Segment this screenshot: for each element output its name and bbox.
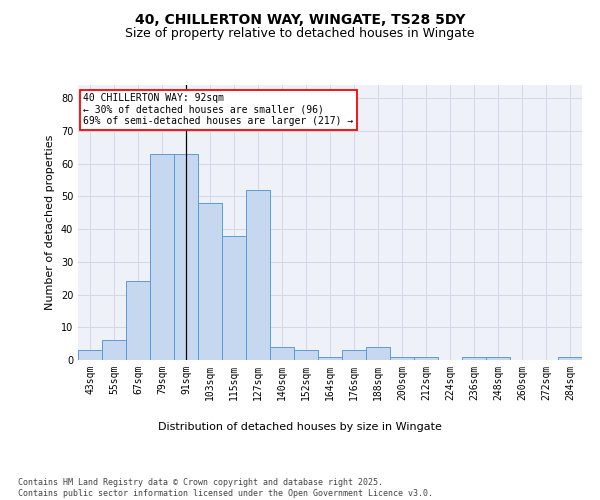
Bar — [486, 356, 510, 360]
Bar — [126, 282, 150, 360]
Bar — [462, 356, 486, 360]
Bar — [270, 347, 294, 360]
Bar — [222, 236, 246, 360]
Bar — [78, 350, 102, 360]
Bar — [294, 350, 318, 360]
Bar — [174, 154, 198, 360]
Text: 40 CHILLERTON WAY: 92sqm
← 30% of detached houses are smaller (96)
69% of semi-d: 40 CHILLERTON WAY: 92sqm ← 30% of detach… — [83, 93, 353, 126]
Text: Size of property relative to detached houses in Wingate: Size of property relative to detached ho… — [125, 28, 475, 40]
Text: 40, CHILLERTON WAY, WINGATE, TS28 5DY: 40, CHILLERTON WAY, WINGATE, TS28 5DY — [135, 12, 465, 26]
Text: Distribution of detached houses by size in Wingate: Distribution of detached houses by size … — [158, 422, 442, 432]
Bar — [246, 190, 270, 360]
Text: Contains HM Land Registry data © Crown copyright and database right 2025.
Contai: Contains HM Land Registry data © Crown c… — [18, 478, 433, 498]
Bar — [342, 350, 366, 360]
Bar — [198, 203, 222, 360]
Bar — [558, 356, 582, 360]
Y-axis label: Number of detached properties: Number of detached properties — [45, 135, 55, 310]
Bar — [150, 154, 174, 360]
Bar — [318, 356, 342, 360]
Bar — [390, 356, 414, 360]
Bar — [102, 340, 126, 360]
Bar — [414, 356, 438, 360]
Bar — [366, 347, 390, 360]
